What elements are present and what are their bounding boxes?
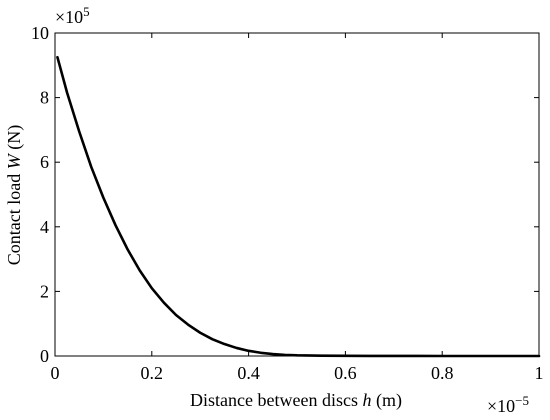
y-title-prefix: Contact load [4,169,24,265]
x-tick-label: 0.2 [141,363,164,383]
y-title-symbol: W [4,152,24,169]
x-axis-multiplier: ×10−5 [487,393,529,416]
x-axis-title: Distance between discs h (m) [190,390,402,411]
y-multiplier-base: ×10 [55,7,83,27]
y-title-suffix: (N) [4,125,25,155]
x-tick-label: 0.8 [431,363,454,383]
x-tick-label: 0.4 [237,363,260,383]
y-tick-label: 6 [40,152,49,172]
x-tick-label: 0.6 [334,363,357,383]
y-tick-label: 0 [40,346,49,366]
series-line [56,55,541,358]
x-title-symbol: h [362,390,371,410]
x-tick-label: 1 [535,363,544,383]
y-multiplier-exponent: 5 [83,4,90,19]
x-title-prefix: Distance between discs [190,390,362,410]
y-tick-label: 2 [40,281,49,301]
y-tick-label: 4 [40,217,49,237]
x-title-suffix: (m) [371,390,402,411]
y-tick-label: 8 [40,88,49,108]
y-tick-label: 10 [31,23,49,43]
y-axis-title: Contact load W (N) [4,125,25,265]
x-tick-label: 0 [51,363,60,383]
y-axis-multiplier: ×105 [55,4,90,27]
x-multiplier-base: ×10 [487,396,515,416]
x-multiplier-exponent: −5 [515,393,529,408]
plot-frame [54,32,540,357]
